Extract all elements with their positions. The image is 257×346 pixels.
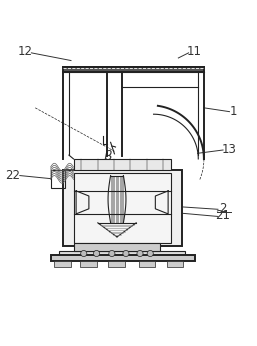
Bar xyxy=(74,159,171,171)
Circle shape xyxy=(94,251,100,257)
Bar xyxy=(54,261,71,266)
Text: β: β xyxy=(103,150,112,163)
Text: 12: 12 xyxy=(17,45,32,57)
Bar xyxy=(63,171,182,246)
Bar xyxy=(51,171,65,188)
Text: 2: 2 xyxy=(219,202,227,215)
Bar xyxy=(74,243,160,251)
Bar xyxy=(74,173,171,243)
Circle shape xyxy=(137,251,143,257)
Bar xyxy=(80,261,97,266)
Bar xyxy=(63,67,204,72)
Bar xyxy=(108,261,125,266)
Text: 1: 1 xyxy=(230,105,237,118)
Circle shape xyxy=(81,251,87,257)
Bar xyxy=(139,261,155,266)
Circle shape xyxy=(109,251,115,257)
Circle shape xyxy=(123,251,129,257)
Text: 11: 11 xyxy=(186,45,201,57)
Bar xyxy=(59,251,185,255)
Text: 22: 22 xyxy=(5,169,20,182)
Bar xyxy=(167,261,183,266)
Text: 21: 21 xyxy=(216,209,231,222)
Circle shape xyxy=(147,251,153,257)
Text: 13: 13 xyxy=(222,144,237,156)
Bar xyxy=(51,255,195,261)
